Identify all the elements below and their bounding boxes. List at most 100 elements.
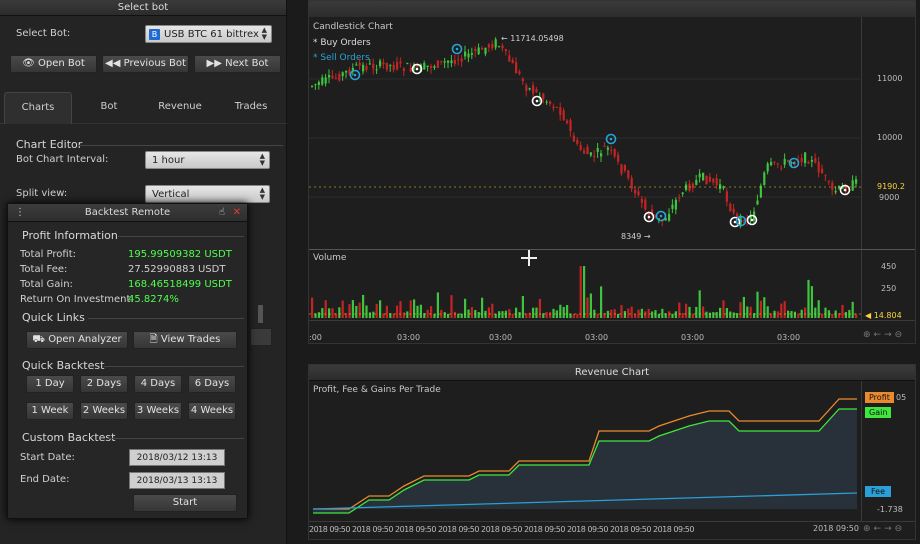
previous-bot-button[interactable]: ◀◀ Previous Bot — [102, 55, 189, 73]
candle-body — [311, 85, 314, 87]
left-arrow-icon[interactable]: ← — [873, 330, 885, 340]
quick-backtest-button[interactable]: 4 Days — [134, 375, 182, 393]
revenue-panel-title: Revenue Chart — [309, 365, 915, 381]
volume-bar — [498, 311, 501, 318]
quick-backtest-button[interactable]: 2 Days — [80, 375, 128, 393]
volume-bar — [627, 308, 630, 318]
quick-backtest-button[interactable]: 4 Weeks — [188, 402, 236, 420]
zoom-in-icon[interactable]: ⊕ — [863, 524, 874, 534]
candle-body — [409, 68, 412, 72]
volume-bar — [484, 310, 487, 318]
quick-backtest-button[interactable]: 2 Weeks — [80, 402, 128, 420]
candle-body — [348, 69, 351, 75]
quick-backtest-button[interactable]: 1 Day — [26, 375, 74, 393]
select-bot-label: Select Bot: — [16, 28, 71, 39]
volume-bar — [841, 304, 844, 318]
forward-icon: ▶▶ — [206, 58, 222, 69]
volume-bar — [348, 304, 351, 318]
candle-body — [807, 162, 810, 164]
chart-nav-controls[interactable]: ⊕←→⊖ — [863, 330, 905, 340]
volume-bar — [804, 307, 807, 318]
volume-bar — [430, 306, 433, 318]
grip-icon[interactable]: ⋮ — [15, 207, 25, 218]
candle-body — [770, 161, 773, 166]
quick-backtest-button[interactable]: 6 Days — [188, 375, 236, 393]
candle-body — [552, 106, 555, 109]
split-select[interactable]: Vertical ▲ ▼ — [145, 185, 270, 203]
backtest-title-bar[interactable]: ⋮ Backtest Remote ☝ ✕ — [8, 204, 247, 222]
revenue-right-axis — [861, 381, 915, 521]
volume-bar — [375, 303, 378, 318]
close-icon[interactable]: ✕ — [232, 207, 241, 218]
volume-right-axis — [861, 250, 915, 320]
gain-line — [313, 408, 857, 514]
quick-backtest-button[interactable]: 3 Weeks — [134, 402, 182, 420]
start-date-input[interactable]: 2018/03/12 13:13 — [129, 449, 225, 466]
tab-charts[interactable]: Charts — [4, 92, 72, 124]
candle-body — [532, 85, 535, 94]
tab-trades[interactable]: Trades — [234, 101, 268, 112]
volume-bar — [525, 313, 528, 318]
tab-revenue[interactable]: Revenue — [158, 101, 202, 112]
candle-body — [399, 61, 402, 64]
total-profit-value: 195.99509382 USDT — [128, 249, 232, 260]
volume-chart-svg[interactable] — [309, 250, 861, 320]
bot-select[interactable]: B USB BTC 61 bittrex ▲ ▼ — [145, 25, 272, 43]
volume-bar — [617, 313, 620, 318]
volume-bar — [334, 313, 337, 318]
volume-bar — [681, 312, 684, 318]
candle-body — [504, 49, 507, 52]
sell-order-marker — [349, 69, 361, 81]
interval-select[interactable]: 1 hour ▲ ▼ — [145, 151, 270, 169]
right-arrow-icon[interactable]: → — [884, 524, 895, 534]
end-date-label: End Date: — [20, 474, 70, 485]
pointer-icon[interactable]: ☝ — [218, 207, 225, 218]
zoom-out-icon[interactable]: ⊖ — [894, 524, 906, 534]
volume-bar — [419, 304, 422, 318]
volume-bar — [569, 313, 572, 318]
candle-chart-svg[interactable]: ← 11714.05498 8349 → — [309, 17, 861, 249]
candle-body — [535, 89, 538, 93]
left-arrow-icon[interactable]: ← — [873, 524, 885, 534]
candle-body — [362, 64, 365, 72]
next-bot-button[interactable]: ▶▶ Next Bot — [194, 55, 281, 73]
volume-title: Volume — [313, 253, 347, 263]
volume-bar — [549, 312, 552, 318]
start-backtest-button[interactable]: Start — [133, 494, 237, 512]
volume-bar — [413, 299, 416, 318]
price-tick: 9000 — [879, 193, 900, 202]
candle-body — [821, 168, 824, 174]
fee-tag: Fee — [865, 486, 892, 497]
view-trades-button[interactable]: 🗎 View Trades — [133, 331, 237, 349]
candle-body — [484, 47, 487, 54]
revenue-chart-svg[interactable] — [309, 381, 861, 521]
zoom-in-icon[interactable]: ⊕ — [863, 330, 874, 340]
right-arrow-icon[interactable]: → — [884, 330, 895, 340]
candle-body — [559, 107, 562, 116]
candle-body — [324, 77, 327, 84]
quick-backtest-button[interactable]: 1 Week — [26, 402, 74, 420]
open-analyzer-button[interactable]: ⛟ Open Analyzer — [26, 331, 128, 349]
open-bot-button[interactable]: 👁 Open Bot — [10, 55, 97, 73]
hidden-control-bar[interactable] — [258, 305, 263, 323]
zoom-out-icon[interactable]: ⊖ — [894, 330, 906, 340]
candle-body — [719, 184, 722, 189]
volume-bar — [838, 313, 841, 318]
candle-body — [331, 75, 334, 78]
candle-body — [654, 214, 657, 216]
candle-body — [647, 212, 650, 216]
volume-bar — [504, 310, 507, 318]
backtest-title: Backtest Remote — [84, 207, 171, 218]
hidden-control-button[interactable] — [250, 328, 272, 346]
buy-order-marker — [839, 184, 851, 196]
candle-body — [372, 63, 375, 69]
candle-body — [800, 158, 803, 162]
volume-bar — [640, 308, 643, 318]
volume-bar — [396, 305, 399, 318]
candle-body — [423, 63, 426, 70]
revenue-nav-controls[interactable]: ⊕←→⊖ — [863, 524, 905, 534]
tab-bot[interactable]: Bot — [100, 101, 118, 112]
time-tick: 03:00 — [585, 333, 609, 342]
end-date-input[interactable]: 2018/03/13 13:13 — [129, 472, 225, 489]
candle-body — [776, 163, 779, 165]
